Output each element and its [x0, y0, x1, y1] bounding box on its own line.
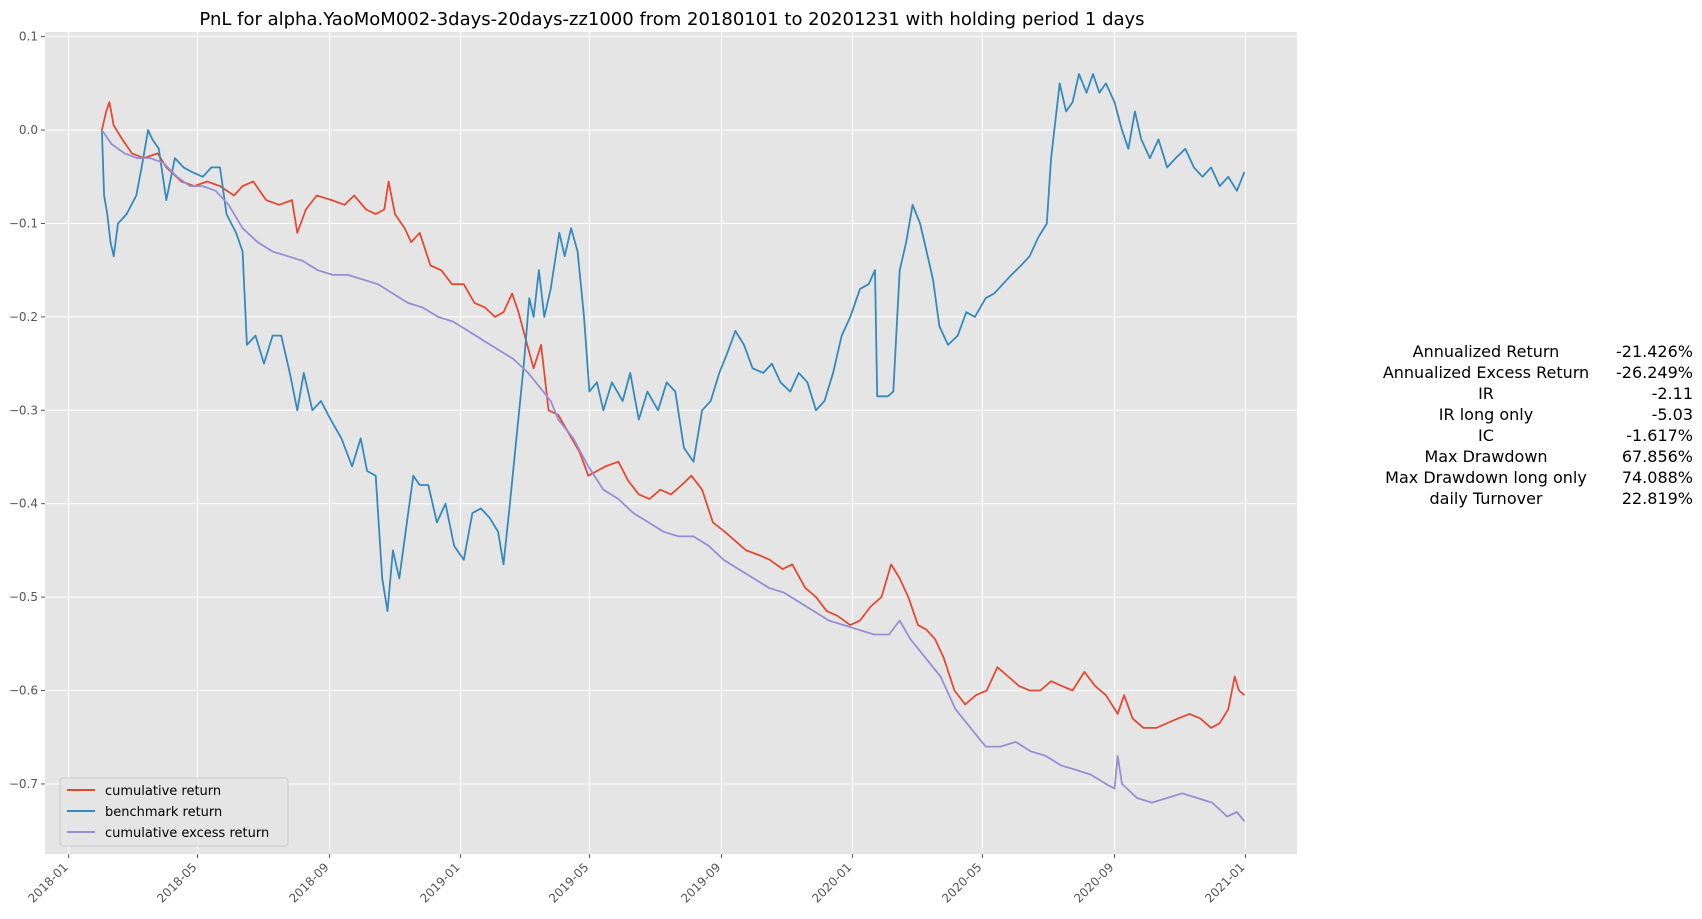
stat-value: 67.856%: [1622, 447, 1693, 466]
stat-label: Max Drawdown long only: [1385, 468, 1587, 487]
series-line-0: [101, 101, 1245, 729]
stats-table: Annualized Return -21.426% Annualized Exce…: [1383, 342, 1693, 508]
stat-label: IR long only: [1439, 405, 1533, 424]
legend-label: benchmark return: [105, 805, 222, 820]
y-tick-label: −0.6: [9, 684, 38, 698]
series-line-1: [101, 73, 1246, 612]
stat-label: IC: [1478, 426, 1494, 445]
y-tick-label: 0.1: [19, 30, 38, 44]
stat-value: -2.11: [1652, 384, 1693, 403]
stat-label: daily Turnover: [1429, 489, 1542, 508]
x-tick-label: 2018-09: [286, 860, 331, 905]
stat-value: 22.819%: [1622, 489, 1693, 508]
x-tick-label: 2020-01: [809, 860, 854, 905]
stat-label: Max Drawdown: [1424, 447, 1547, 466]
y-tick-label: 0.0: [19, 123, 38, 137]
stat-label: Annualized Return: [1413, 342, 1560, 361]
stat-value: -5.03: [1652, 405, 1693, 424]
x-tick-label: 2021-01: [1202, 860, 1247, 905]
series-line-2: [101, 129, 1246, 822]
stat-value: -1.617%: [1626, 426, 1693, 445]
legend-box: [59, 777, 289, 847]
legend-label: cumulative excess return: [105, 826, 269, 841]
chart-title: PnL for alpha.YaoMoM002-3days-20days-zz1…: [199, 9, 1144, 30]
x-tick-label: 2020-05: [939, 860, 984, 905]
y-tick-label: −0.2: [9, 310, 38, 324]
x-tick-label: 2019-01: [417, 860, 462, 905]
y-tick-label: −0.4: [9, 497, 38, 511]
stat-value: -26.249%: [1616, 363, 1693, 382]
stat-label: Annualized Excess Return: [1383, 363, 1589, 382]
legend-label: cumulative return: [105, 784, 221, 799]
x-tick-label: 2019-05: [546, 860, 591, 905]
grid-lines: [45, 32, 1297, 854]
series-lines: [101, 73, 1246, 822]
x-axis-ticks: 2018-01 2018-05 2018-09 2019-01 2019-05 2019-…: [25, 854, 1248, 906]
y-tick-label: −0.7: [9, 777, 38, 791]
stat-label: IR: [1478, 384, 1494, 403]
y-tick-label: −0.1: [9, 216, 38, 230]
legend: cumulative return benchmark return cumulat…: [59, 777, 289, 847]
x-tick-label: 2019-09: [678, 860, 723, 905]
plot-area: [45, 32, 1297, 854]
x-tick-label: 2018-01: [25, 860, 70, 905]
stat-value: 74.088%: [1622, 468, 1693, 487]
stat-value: -21.426%: [1616, 342, 1693, 361]
y-tick-label: −0.5: [9, 590, 38, 604]
y-tick-label: −0.3: [9, 403, 38, 417]
x-tick-label: 2020-09: [1071, 860, 1116, 905]
x-tick-label: 2018-05: [154, 860, 199, 905]
y-axis-ticks: 0.1 0.0 −0.1 −0.2 −0.3 −0.4 −0.5 −0.6 −0.7: [9, 30, 45, 791]
